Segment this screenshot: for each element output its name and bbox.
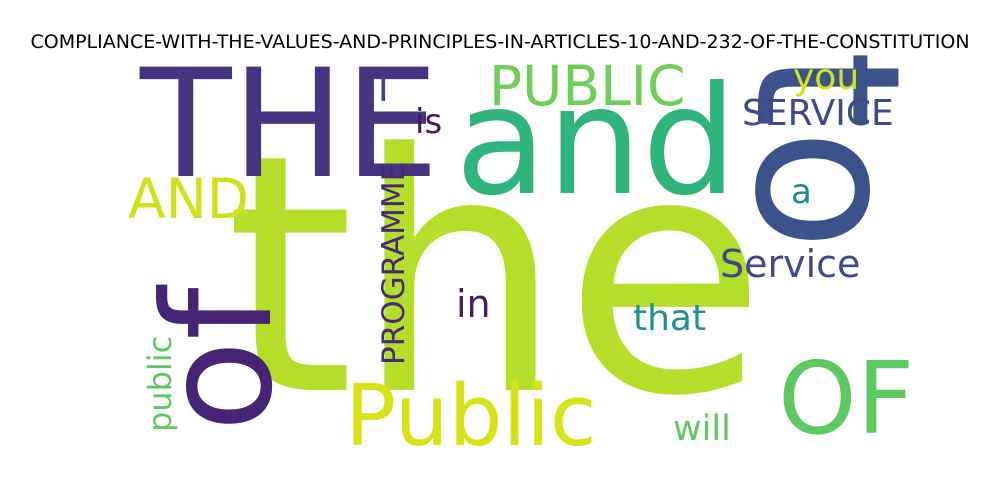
- word-the: THE: [139, 38, 439, 212]
- word-i: I: [378, 69, 389, 110]
- word-of: of: [132, 284, 306, 432]
- word-that: that: [633, 298, 706, 339]
- word-of: OF: [778, 340, 914, 457]
- word-programme: PROGRAMME: [376, 162, 412, 365]
- word-service: SERVICE: [742, 93, 894, 134]
- word-to: to: [710, 50, 943, 251]
- word-you: you: [793, 57, 859, 98]
- word-the: the: [225, 84, 767, 468]
- word-public: PUBLIC: [489, 54, 685, 118]
- word-is: is: [415, 102, 442, 142]
- word-public: public: [141, 336, 179, 432]
- word-in: in: [456, 282, 491, 326]
- word-public: Public: [345, 367, 597, 466]
- word-cloud-title: COMPLIANCE-WITH-THE-VALUES-AND-PRINCIPLE…: [30, 31, 970, 53]
- word-and: and: [455, 55, 737, 229]
- word-service: Service: [720, 242, 860, 286]
- word-a: a: [791, 172, 812, 212]
- word-and: AND: [128, 167, 249, 231]
- word-will: will: [673, 409, 731, 449]
